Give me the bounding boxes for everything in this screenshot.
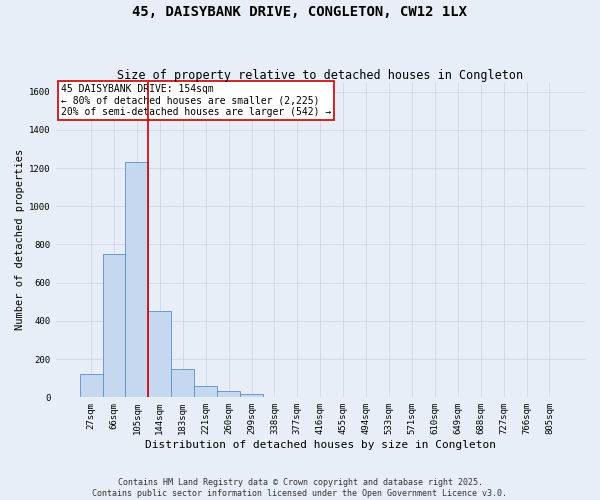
Y-axis label: Number of detached properties: Number of detached properties xyxy=(15,149,25,330)
Text: 45, DAISYBANK DRIVE, CONGLETON, CW12 1LX: 45, DAISYBANK DRIVE, CONGLETON, CW12 1LX xyxy=(133,5,467,19)
Bar xyxy=(103,254,125,398)
Text: 45 DAISYBANK DRIVE: 154sqm
← 80% of detached houses are smaller (2,225)
20% of s: 45 DAISYBANK DRIVE: 154sqm ← 80% of deta… xyxy=(61,84,331,117)
Title: Size of property relative to detached houses in Congleton: Size of property relative to detached ho… xyxy=(117,69,523,82)
Bar xyxy=(240,394,263,398)
Bar xyxy=(194,386,217,398)
X-axis label: Distribution of detached houses by size in Congleton: Distribution of detached houses by size … xyxy=(145,440,496,450)
Bar xyxy=(217,390,240,398)
Bar xyxy=(80,374,103,398)
Bar xyxy=(148,312,171,398)
Bar xyxy=(171,368,194,398)
Bar xyxy=(125,162,148,398)
Text: Contains HM Land Registry data © Crown copyright and database right 2025.
Contai: Contains HM Land Registry data © Crown c… xyxy=(92,478,508,498)
